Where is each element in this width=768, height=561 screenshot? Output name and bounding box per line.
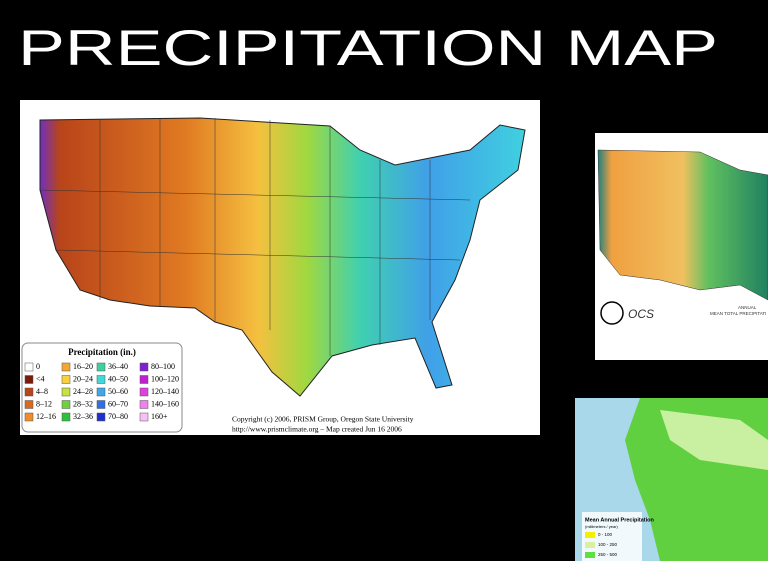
- legend-swatch: [139, 375, 149, 384]
- legend-label: 60–70: [108, 399, 128, 408]
- legend-label: 120–140: [151, 387, 179, 396]
- legend-label: 250 - 500: [598, 552, 618, 557]
- legend-label: 40–50: [108, 374, 128, 383]
- legend-swatch: [24, 412, 34, 422]
- credit: http://www.prismclimate.org – Map create…: [232, 425, 402, 434]
- legend-swatch: [96, 387, 106, 397]
- legend-label: 140–160: [151, 399, 179, 408]
- legend-swatch: [61, 375, 71, 384]
- land: [660, 410, 768, 470]
- legend-label: 80–100: [151, 362, 175, 371]
- legend-swatch: [585, 542, 595, 548]
- legend-label: 160+: [151, 412, 168, 421]
- legend-swatch: [24, 400, 34, 409]
- legend-label: 100–120: [151, 374, 179, 383]
- legend-swatch: [96, 400, 106, 409]
- us-map: [39, 117, 526, 397]
- legend-swatch: [585, 532, 595, 538]
- legend-label: 28–32: [73, 399, 93, 408]
- legend-swatch: [61, 387, 71, 397]
- legend-swatch: [139, 362, 149, 372]
- legend-swatch: [24, 387, 34, 397]
- legend-unit: (millimeters / year): [585, 524, 619, 529]
- legend-swatch: [96, 412, 106, 422]
- legend-label: 8–12: [36, 399, 52, 408]
- legend-label: 16–20: [73, 362, 93, 371]
- legend-swatch: [61, 362, 71, 372]
- legend-label: 50–60: [108, 387, 128, 396]
- legend-swatch: [139, 387, 149, 397]
- third-map: Mean Annual Precipitation (millimeters /…: [575, 398, 768, 561]
- legend-swatch: [96, 362, 106, 372]
- caption: ANNUAL: [738, 305, 757, 310]
- legend-label: 32–36: [73, 412, 93, 421]
- legend-label: 36–40: [108, 362, 128, 371]
- legend-swatch: [139, 400, 149, 409]
- legend-label: 12–16: [36, 412, 56, 421]
- logo-text: OCS: [628, 307, 654, 321]
- legend-swatch: [24, 362, 34, 372]
- legend-swatch: [585, 552, 595, 558]
- legend-title: Precipitation (in.): [68, 347, 136, 357]
- legend-swatch: [139, 412, 149, 422]
- slide-title: PRECIPITATION MAP: [18, 20, 718, 76]
- us-map: [597, 149, 768, 301]
- legend-label: 70–80: [108, 412, 128, 421]
- legend-label: 4–8: [36, 387, 48, 396]
- legend-swatch: [24, 375, 34, 384]
- second-map: OCS ANNUAL MEAN TOTAL PRECIPITATI: [595, 133, 768, 360]
- credit: Copyright (c) 2006, PRISM Group, Oregon …: [232, 415, 414, 424]
- caption: MEAN TOTAL PRECIPITATI: [710, 311, 766, 316]
- main-map: Precipitation (in.) Copyright (c) 2006, …: [20, 100, 540, 435]
- legend-label: 100 - 250: [598, 542, 618, 547]
- legend-label: 0: [36, 362, 40, 371]
- legend-swatch: [61, 412, 71, 422]
- legend-label: <4: [36, 374, 45, 383]
- legend-label: 20–24: [73, 374, 93, 383]
- legend-label: 24–28: [73, 387, 93, 396]
- logo: [600, 301, 624, 325]
- state-borders: [39, 118, 471, 356]
- legend-swatch: [96, 375, 106, 384]
- legend-title: Mean Annual Precipitation: [585, 517, 655, 523]
- legend-label: 0 - 100: [598, 532, 613, 537]
- legend-swatch: [61, 400, 71, 409]
